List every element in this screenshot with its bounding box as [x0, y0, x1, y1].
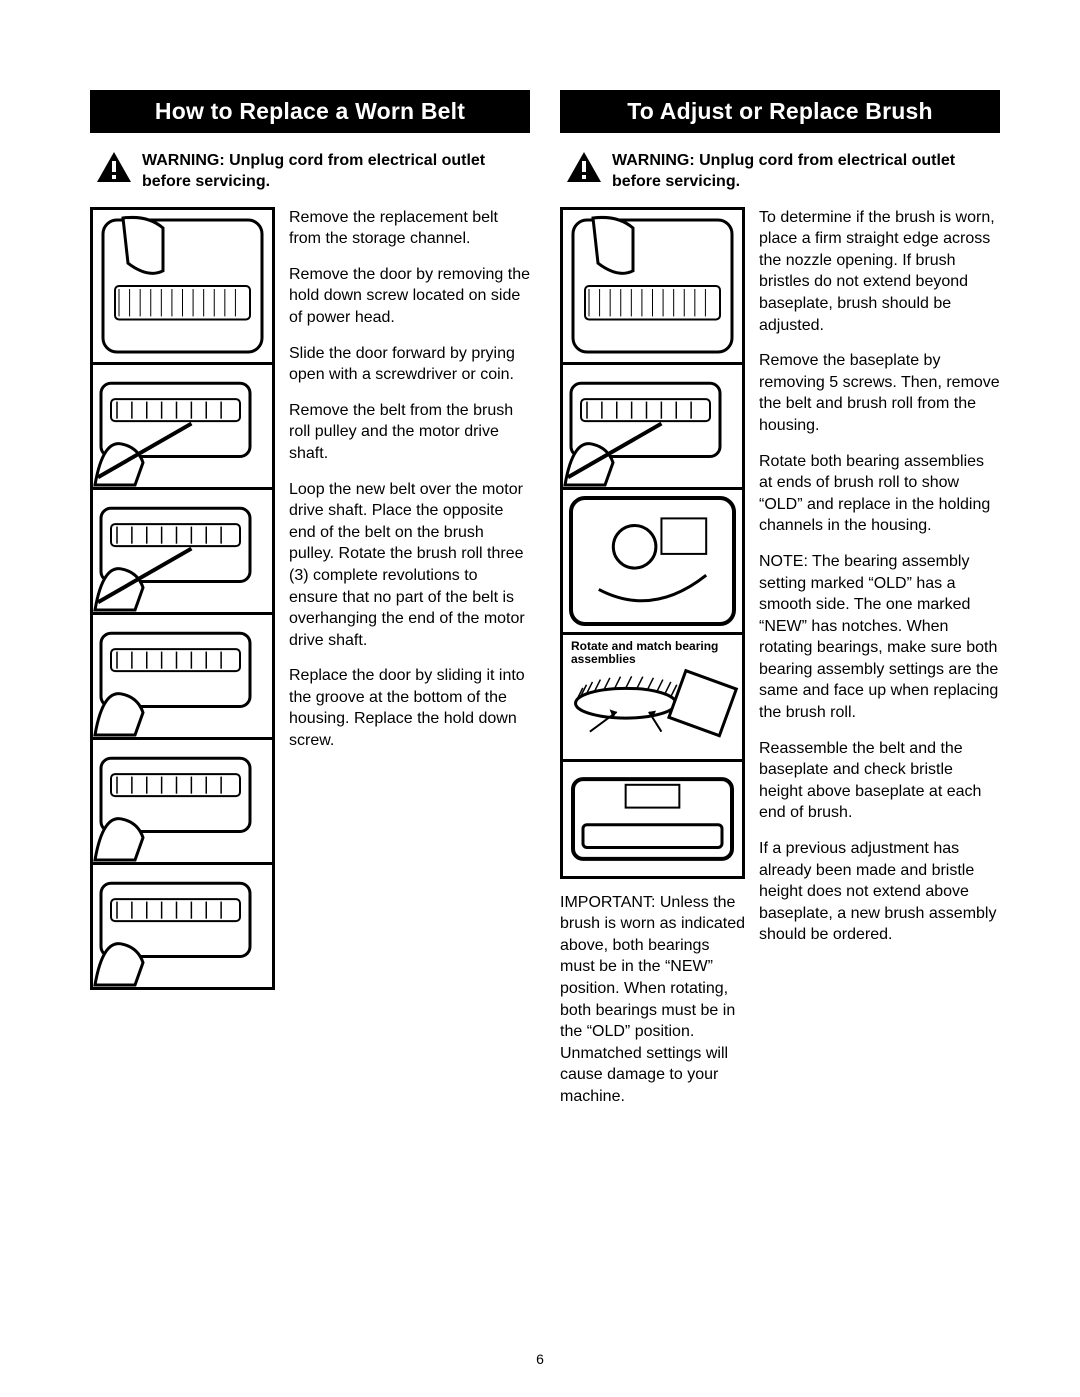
right-warning-text: WARNING: Unplug cord from electrical out… [612, 151, 1000, 193]
left-step-5: Loop the new belt over the motor drive s… [289, 479, 530, 652]
right-illustration-column: Rotate and match bearing assemblies IMPO… [560, 207, 745, 1108]
left-illustration-3 [90, 487, 275, 615]
right-illustration-4: Rotate and match bearing assemblies [560, 632, 745, 762]
right-illustration-2 [560, 362, 745, 490]
right-column: To Adjust or Replace Brush WARNING: Unpl… [560, 90, 1000, 1108]
right-instructions: To determine if the brush is worn, place… [759, 207, 1000, 1108]
right-illustration-3 [560, 487, 745, 635]
left-header: How to Replace a Worn Belt [90, 90, 530, 133]
left-illustration-5 [90, 737, 275, 865]
left-illustration-6 [90, 862, 275, 990]
left-column: How to Replace a Worn Belt WARNING: Unpl… [90, 90, 530, 1108]
warning-triangle-icon [566, 151, 602, 183]
left-illustration-1 [90, 207, 275, 365]
right-important-text: IMPORTANT: Unless the brush is worn as i… [560, 892, 745, 1108]
left-step-1: Remove the replacement belt from the sto… [289, 207, 530, 250]
left-illustration-2 [90, 362, 275, 490]
right-header: To Adjust or Replace Brush [560, 90, 1000, 133]
right-step-5: Reassemble the belt and the baseplate an… [759, 738, 1000, 824]
right-step-2: Remove the baseplate by removing 5 screw… [759, 350, 1000, 436]
page-number: 6 [536, 1351, 544, 1367]
right-illustration-1 [560, 207, 745, 365]
right-step-4: NOTE: The bearing assembly setting marke… [759, 551, 1000, 724]
left-warning: WARNING: Unplug cord from electrical out… [90, 151, 530, 193]
right-illustration-5 [560, 759, 745, 879]
right-step-6: If a previous adjustment has already bee… [759, 838, 1000, 946]
left-step-2: Remove the door by removing the hold dow… [289, 264, 530, 329]
bearing-caption: Rotate and match bearing assemblies [569, 639, 742, 669]
warning-triangle-icon [96, 151, 132, 183]
left-warning-text: WARNING: Unplug cord from electrical out… [142, 151, 530, 193]
right-step-1: To determine if the brush is worn, place… [759, 207, 1000, 337]
left-illustration-4 [90, 612, 275, 740]
right-warning: WARNING: Unplug cord from electrical out… [560, 151, 1000, 193]
left-illustration-column [90, 207, 275, 987]
right-step-3: Rotate both bearing assemblies at ends o… [759, 451, 1000, 537]
left-step-4: Remove the belt from the brush roll pull… [289, 400, 530, 465]
left-instructions: Remove the replacement belt from the sto… [289, 207, 530, 987]
left-step-3: Slide the door forward by prying open wi… [289, 343, 530, 386]
left-step-6: Replace the door by sliding it into the … [289, 665, 530, 751]
